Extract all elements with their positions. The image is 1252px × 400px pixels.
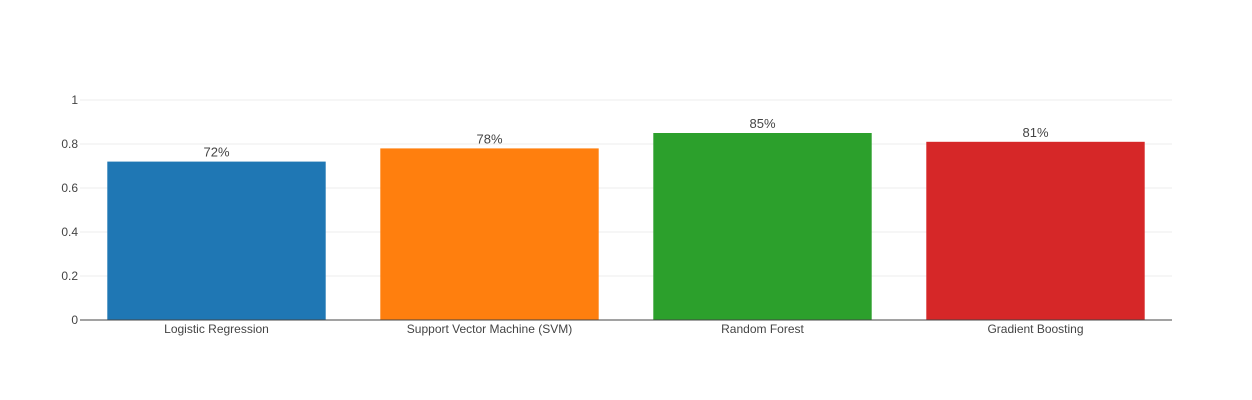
x-tick-label: Support Vector Machine (SVM) xyxy=(407,322,572,336)
bar[interactable] xyxy=(653,133,872,320)
bar-data-label: 78% xyxy=(476,131,502,146)
y-tick-label: 0 xyxy=(71,313,78,327)
x-tick-label: Random Forest xyxy=(721,322,804,336)
bar[interactable] xyxy=(926,141,1145,320)
bar-data-label: 85% xyxy=(749,116,775,131)
bar[interactable] xyxy=(380,148,599,320)
y-tick-label: 0.4 xyxy=(61,225,78,239)
x-tick-label: Logistic Regression xyxy=(164,322,269,336)
bar[interactable] xyxy=(107,161,326,320)
bar-data-label: 81% xyxy=(1022,125,1048,140)
y-tick-label: 0.2 xyxy=(61,269,78,283)
bar-data-label: 72% xyxy=(203,145,229,160)
y-tick-label: 0.6 xyxy=(61,181,78,195)
y-tick-label: 1 xyxy=(71,93,78,107)
labels-layer: 72% 78% 85% 81% xyxy=(203,116,1048,160)
axis-layer: 0 0.2 0.4 0.6 0.8 1 Logistic Regression Support… xyxy=(61,93,1172,336)
y-tick-label: 0.8 xyxy=(61,137,78,151)
x-tick-label: Gradient Boosting xyxy=(987,322,1083,336)
bars-layer xyxy=(107,133,1145,320)
